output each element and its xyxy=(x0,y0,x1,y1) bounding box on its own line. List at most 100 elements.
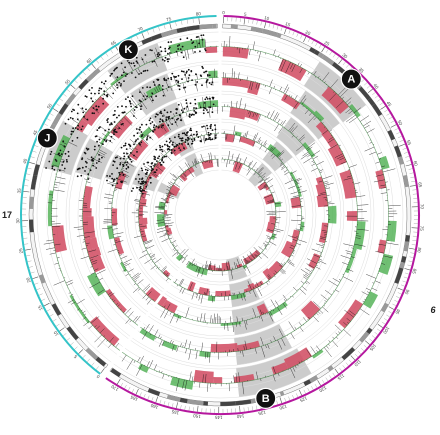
snp-point xyxy=(111,73,113,75)
snp-point xyxy=(164,156,166,158)
snp-point xyxy=(123,152,125,154)
snp-point xyxy=(129,100,131,102)
snp-point xyxy=(186,102,188,104)
snp-point xyxy=(159,147,161,149)
snp-point xyxy=(213,104,215,106)
snp-point xyxy=(147,135,149,137)
minor-tick xyxy=(384,110,387,112)
snp-point xyxy=(146,139,148,141)
snp-point xyxy=(112,93,114,95)
minor-tick xyxy=(56,104,59,106)
minor-tick xyxy=(252,406,253,410)
tick-mark xyxy=(378,324,383,327)
snp-point xyxy=(114,129,116,131)
snp-point xyxy=(149,119,151,121)
snp-point xyxy=(209,137,211,139)
minor-tick xyxy=(391,121,395,123)
minor-tick xyxy=(410,177,414,178)
snp-point xyxy=(131,190,133,192)
snp-point xyxy=(131,72,133,74)
snp-point xyxy=(70,117,72,119)
snp-point xyxy=(120,162,122,164)
snp-point xyxy=(140,141,142,143)
snp-point xyxy=(117,106,119,108)
tick-mark xyxy=(101,368,105,373)
snp-point xyxy=(171,149,173,151)
snp-point xyxy=(176,80,178,82)
snp-point xyxy=(173,146,175,148)
minor-tick xyxy=(56,324,59,326)
snp-point xyxy=(178,75,180,77)
snp-point xyxy=(209,74,211,76)
snp-point xyxy=(109,124,111,126)
minor-tick xyxy=(406,160,410,161)
minor-tick xyxy=(140,392,142,396)
minor-tick xyxy=(403,148,407,149)
minor-tick xyxy=(24,244,28,245)
snp-point xyxy=(98,106,100,108)
copy-loss-segment xyxy=(164,210,167,214)
snp-point xyxy=(158,52,160,54)
copy-loss-segment xyxy=(213,377,222,383)
snp-point xyxy=(139,129,141,131)
snp-point xyxy=(207,112,209,114)
snp-point xyxy=(147,70,149,72)
tick-label: 150 xyxy=(192,413,201,419)
snp-point xyxy=(185,99,187,101)
snp-point xyxy=(160,118,162,120)
snp-point xyxy=(162,151,164,153)
tick-label: 35 xyxy=(16,187,22,193)
snp-point xyxy=(124,156,126,158)
snp-point xyxy=(199,50,201,52)
snp-point xyxy=(111,178,113,180)
snp-point xyxy=(158,156,160,158)
snp-point xyxy=(158,84,160,86)
snp-point xyxy=(98,158,100,160)
snp-point xyxy=(126,168,128,170)
copy-gain-segment xyxy=(87,273,106,297)
snp-point xyxy=(108,129,110,131)
snp-point xyxy=(195,84,197,86)
snp-point xyxy=(92,165,94,167)
minor-tick xyxy=(67,338,70,341)
snp-point xyxy=(157,157,159,159)
tick-label: 0 xyxy=(95,374,100,380)
minor-tick xyxy=(28,168,32,169)
tick-mark xyxy=(136,389,139,394)
minor-tick xyxy=(367,86,370,89)
snp-point xyxy=(90,169,92,171)
snp-point xyxy=(125,98,127,100)
snp-point xyxy=(200,107,202,109)
minor-tick xyxy=(83,72,86,75)
snp-point xyxy=(204,98,206,100)
snp-point xyxy=(134,109,136,111)
tick-mark xyxy=(170,23,172,29)
snp-point xyxy=(194,139,196,141)
snp-point xyxy=(190,70,192,72)
snp-point xyxy=(168,118,170,120)
snp-point xyxy=(153,126,155,128)
tick-label: 80 xyxy=(196,11,202,17)
snp-point xyxy=(136,57,138,59)
snp-point xyxy=(104,139,106,141)
snp-point xyxy=(185,139,187,141)
snp-point xyxy=(155,95,157,97)
snp-point xyxy=(181,70,183,72)
copy-loss-segment xyxy=(83,186,93,208)
snp-point xyxy=(190,135,192,137)
snp-point xyxy=(146,95,148,97)
snp-point xyxy=(162,157,164,159)
snp-point xyxy=(75,127,77,129)
tick-mark xyxy=(156,397,158,403)
snp-point xyxy=(114,121,116,123)
snp-point xyxy=(178,134,180,136)
marker-label: A xyxy=(347,73,355,85)
snp-point xyxy=(153,156,155,158)
minor-tick xyxy=(386,315,389,317)
snp-point xyxy=(126,164,128,166)
tick-mark xyxy=(142,33,144,39)
snp-point xyxy=(154,84,156,86)
snp-point xyxy=(72,118,74,120)
minor-tick xyxy=(26,255,30,256)
cytoband xyxy=(95,357,106,367)
